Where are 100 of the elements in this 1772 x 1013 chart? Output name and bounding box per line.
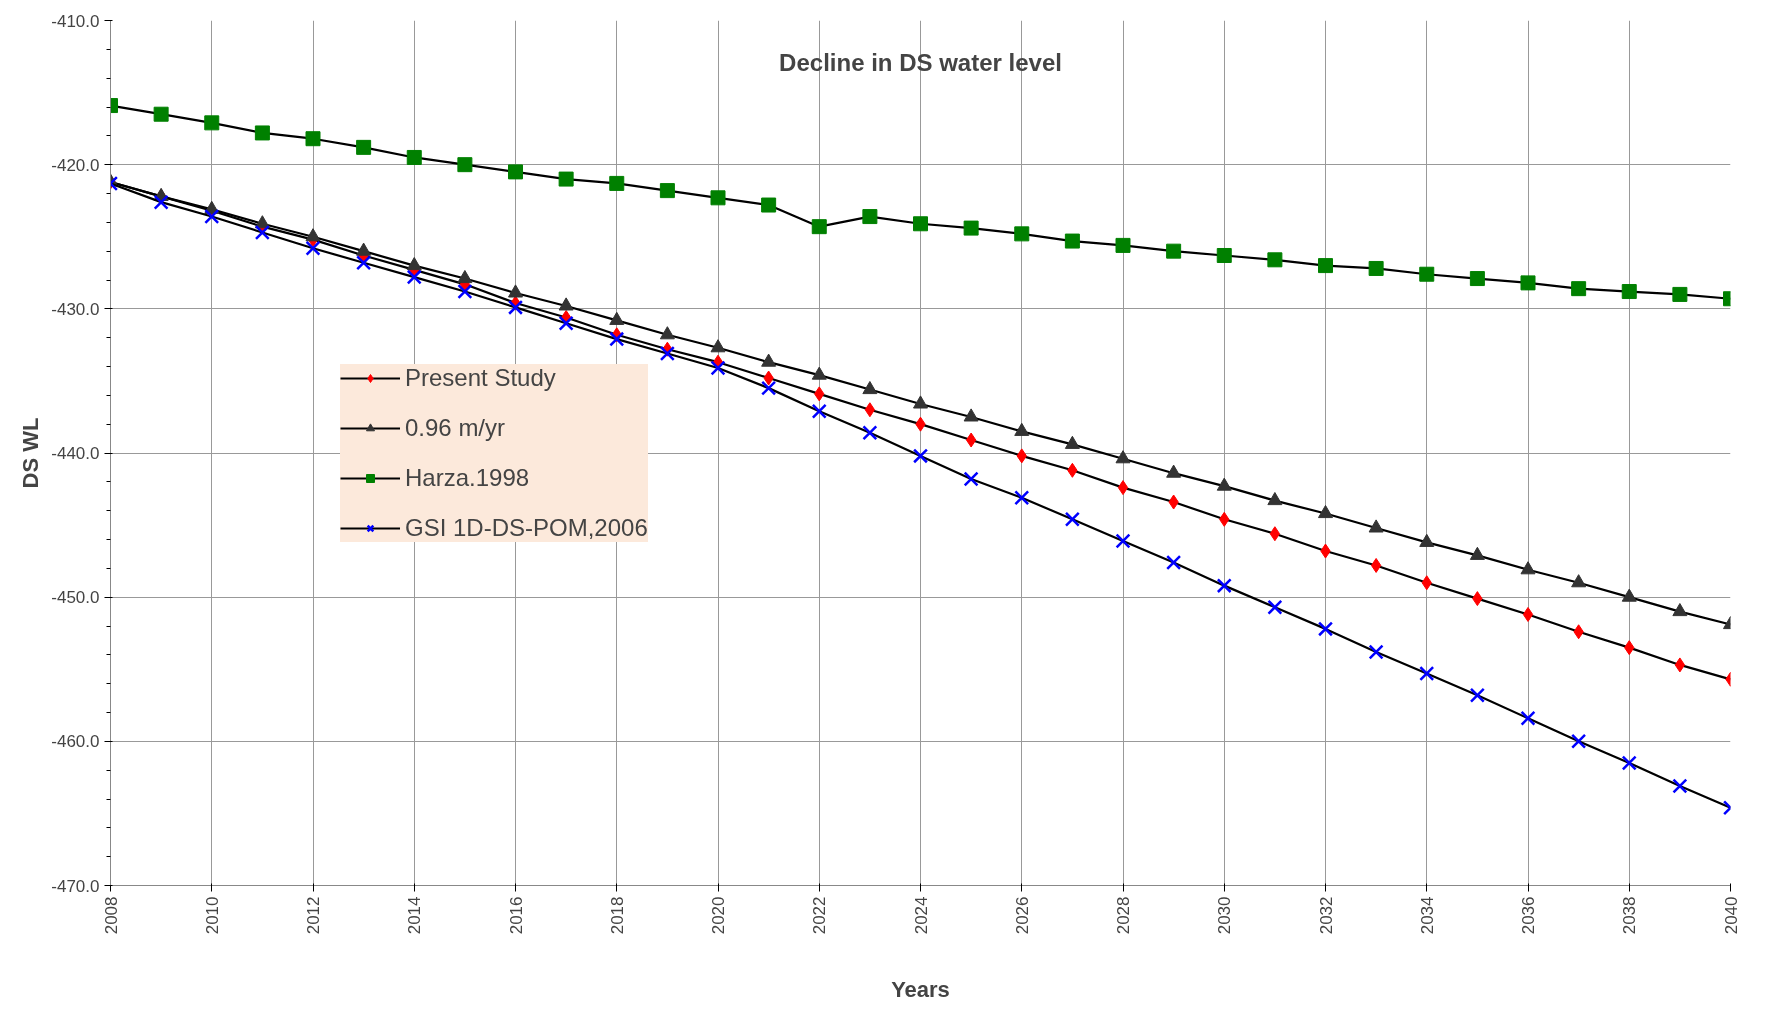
point [153, 194, 169, 210]
point [862, 380, 878, 395]
point [913, 216, 928, 232]
point [1014, 422, 1030, 436]
point [1520, 710, 1536, 726]
point [1216, 247, 1232, 263]
point [1115, 533, 1131, 549]
point [457, 157, 473, 173]
x-tick-label: 2036 [1519, 896, 1538, 935]
point [862, 425, 878, 441]
point [963, 471, 979, 487]
point [1674, 657, 1686, 673]
point [609, 311, 625, 325]
point [508, 284, 523, 298]
point [204, 115, 220, 131]
y-tick-label: -420.0 [51, 155, 100, 175]
point [356, 255, 372, 271]
point [1520, 561, 1536, 575]
point [659, 326, 675, 340]
point [1621, 588, 1637, 602]
point [1419, 665, 1435, 682]
point [558, 297, 574, 311]
point [912, 448, 929, 464]
point [761, 353, 777, 367]
point [1267, 252, 1283, 268]
point [558, 171, 574, 187]
point [406, 257, 422, 271]
point [1318, 258, 1333, 274]
x-tick-label: 2008 [101, 896, 121, 935]
x-axis-title: Years [891, 977, 950, 1003]
point [153, 106, 169, 122]
point [659, 345, 675, 362]
point [862, 209, 878, 225]
point [305, 131, 321, 147]
y-tick-label: -440.0 [51, 444, 100, 463]
point [965, 432, 977, 448]
point [1368, 519, 1384, 533]
y-tick-label: -430.0 [51, 299, 100, 319]
point [1522, 606, 1534, 622]
point [710, 339, 726, 353]
point [1469, 546, 1485, 560]
point [864, 402, 876, 418]
point [609, 331, 625, 347]
x-tick-label: 2020 [709, 896, 728, 935]
legend-label: GSI 1D-DS-POM,2006 [405, 513, 648, 542]
point [913, 395, 928, 409]
point [1571, 574, 1587, 588]
point [1419, 533, 1435, 547]
point [1370, 557, 1382, 573]
point [1166, 464, 1182, 478]
x-tick-label: 2028 [1114, 896, 1133, 935]
point [811, 403, 827, 419]
point [254, 215, 270, 229]
point [761, 380, 777, 396]
point [1469, 687, 1485, 703]
point [1267, 599, 1283, 615]
x-tick-label: 2018 [607, 896, 627, 935]
point [1317, 621, 1334, 637]
point [1115, 450, 1131, 464]
point [1621, 755, 1637, 771]
point [204, 208, 220, 225]
y-tick-label: -410.0 [51, 11, 100, 31]
point [1621, 284, 1637, 300]
point [254, 125, 270, 141]
x-tick-label: 2012 [304, 896, 323, 935]
y-tick-label: -470.0 [51, 876, 100, 896]
point [963, 408, 979, 422]
x-tick-label: 2010 [202, 896, 222, 935]
x-tick-label: 2032 [1316, 896, 1336, 935]
point [811, 366, 827, 380]
point [710, 360, 726, 376]
point [1318, 504, 1333, 519]
point [254, 224, 270, 241]
point [1368, 260, 1384, 276]
y-tick-label: -460.0 [51, 732, 100, 752]
point [963, 220, 979, 236]
legend-label: 0.96 m/yr [405, 413, 506, 442]
x-tick-label: 2034 [1417, 896, 1437, 935]
point [710, 190, 726, 206]
point [1672, 603, 1688, 617]
text: Decline in DS water level [779, 48, 1062, 76]
x-tick-label: 2026 [1012, 896, 1032, 935]
point [1014, 490, 1030, 506]
point [1672, 778, 1688, 794]
point [558, 315, 574, 331]
point [508, 164, 523, 180]
x-tick-label: 2038 [1620, 896, 1640, 935]
legend-label: Present Study [405, 363, 556, 392]
point [356, 242, 372, 256]
x-tick-label: 2040 [1721, 896, 1741, 935]
point [1117, 480, 1129, 496]
point [406, 269, 422, 285]
point [305, 228, 321, 242]
point [1520, 275, 1536, 291]
point [1014, 226, 1030, 242]
point [1419, 266, 1435, 282]
point [1064, 511, 1080, 527]
point [1267, 491, 1283, 506]
point [659, 183, 675, 199]
point [406, 149, 422, 165]
